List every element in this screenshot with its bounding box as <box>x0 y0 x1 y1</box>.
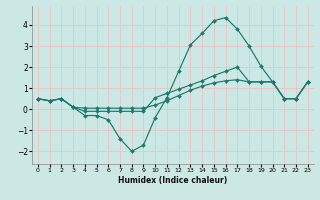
X-axis label: Humidex (Indice chaleur): Humidex (Indice chaleur) <box>118 176 228 185</box>
